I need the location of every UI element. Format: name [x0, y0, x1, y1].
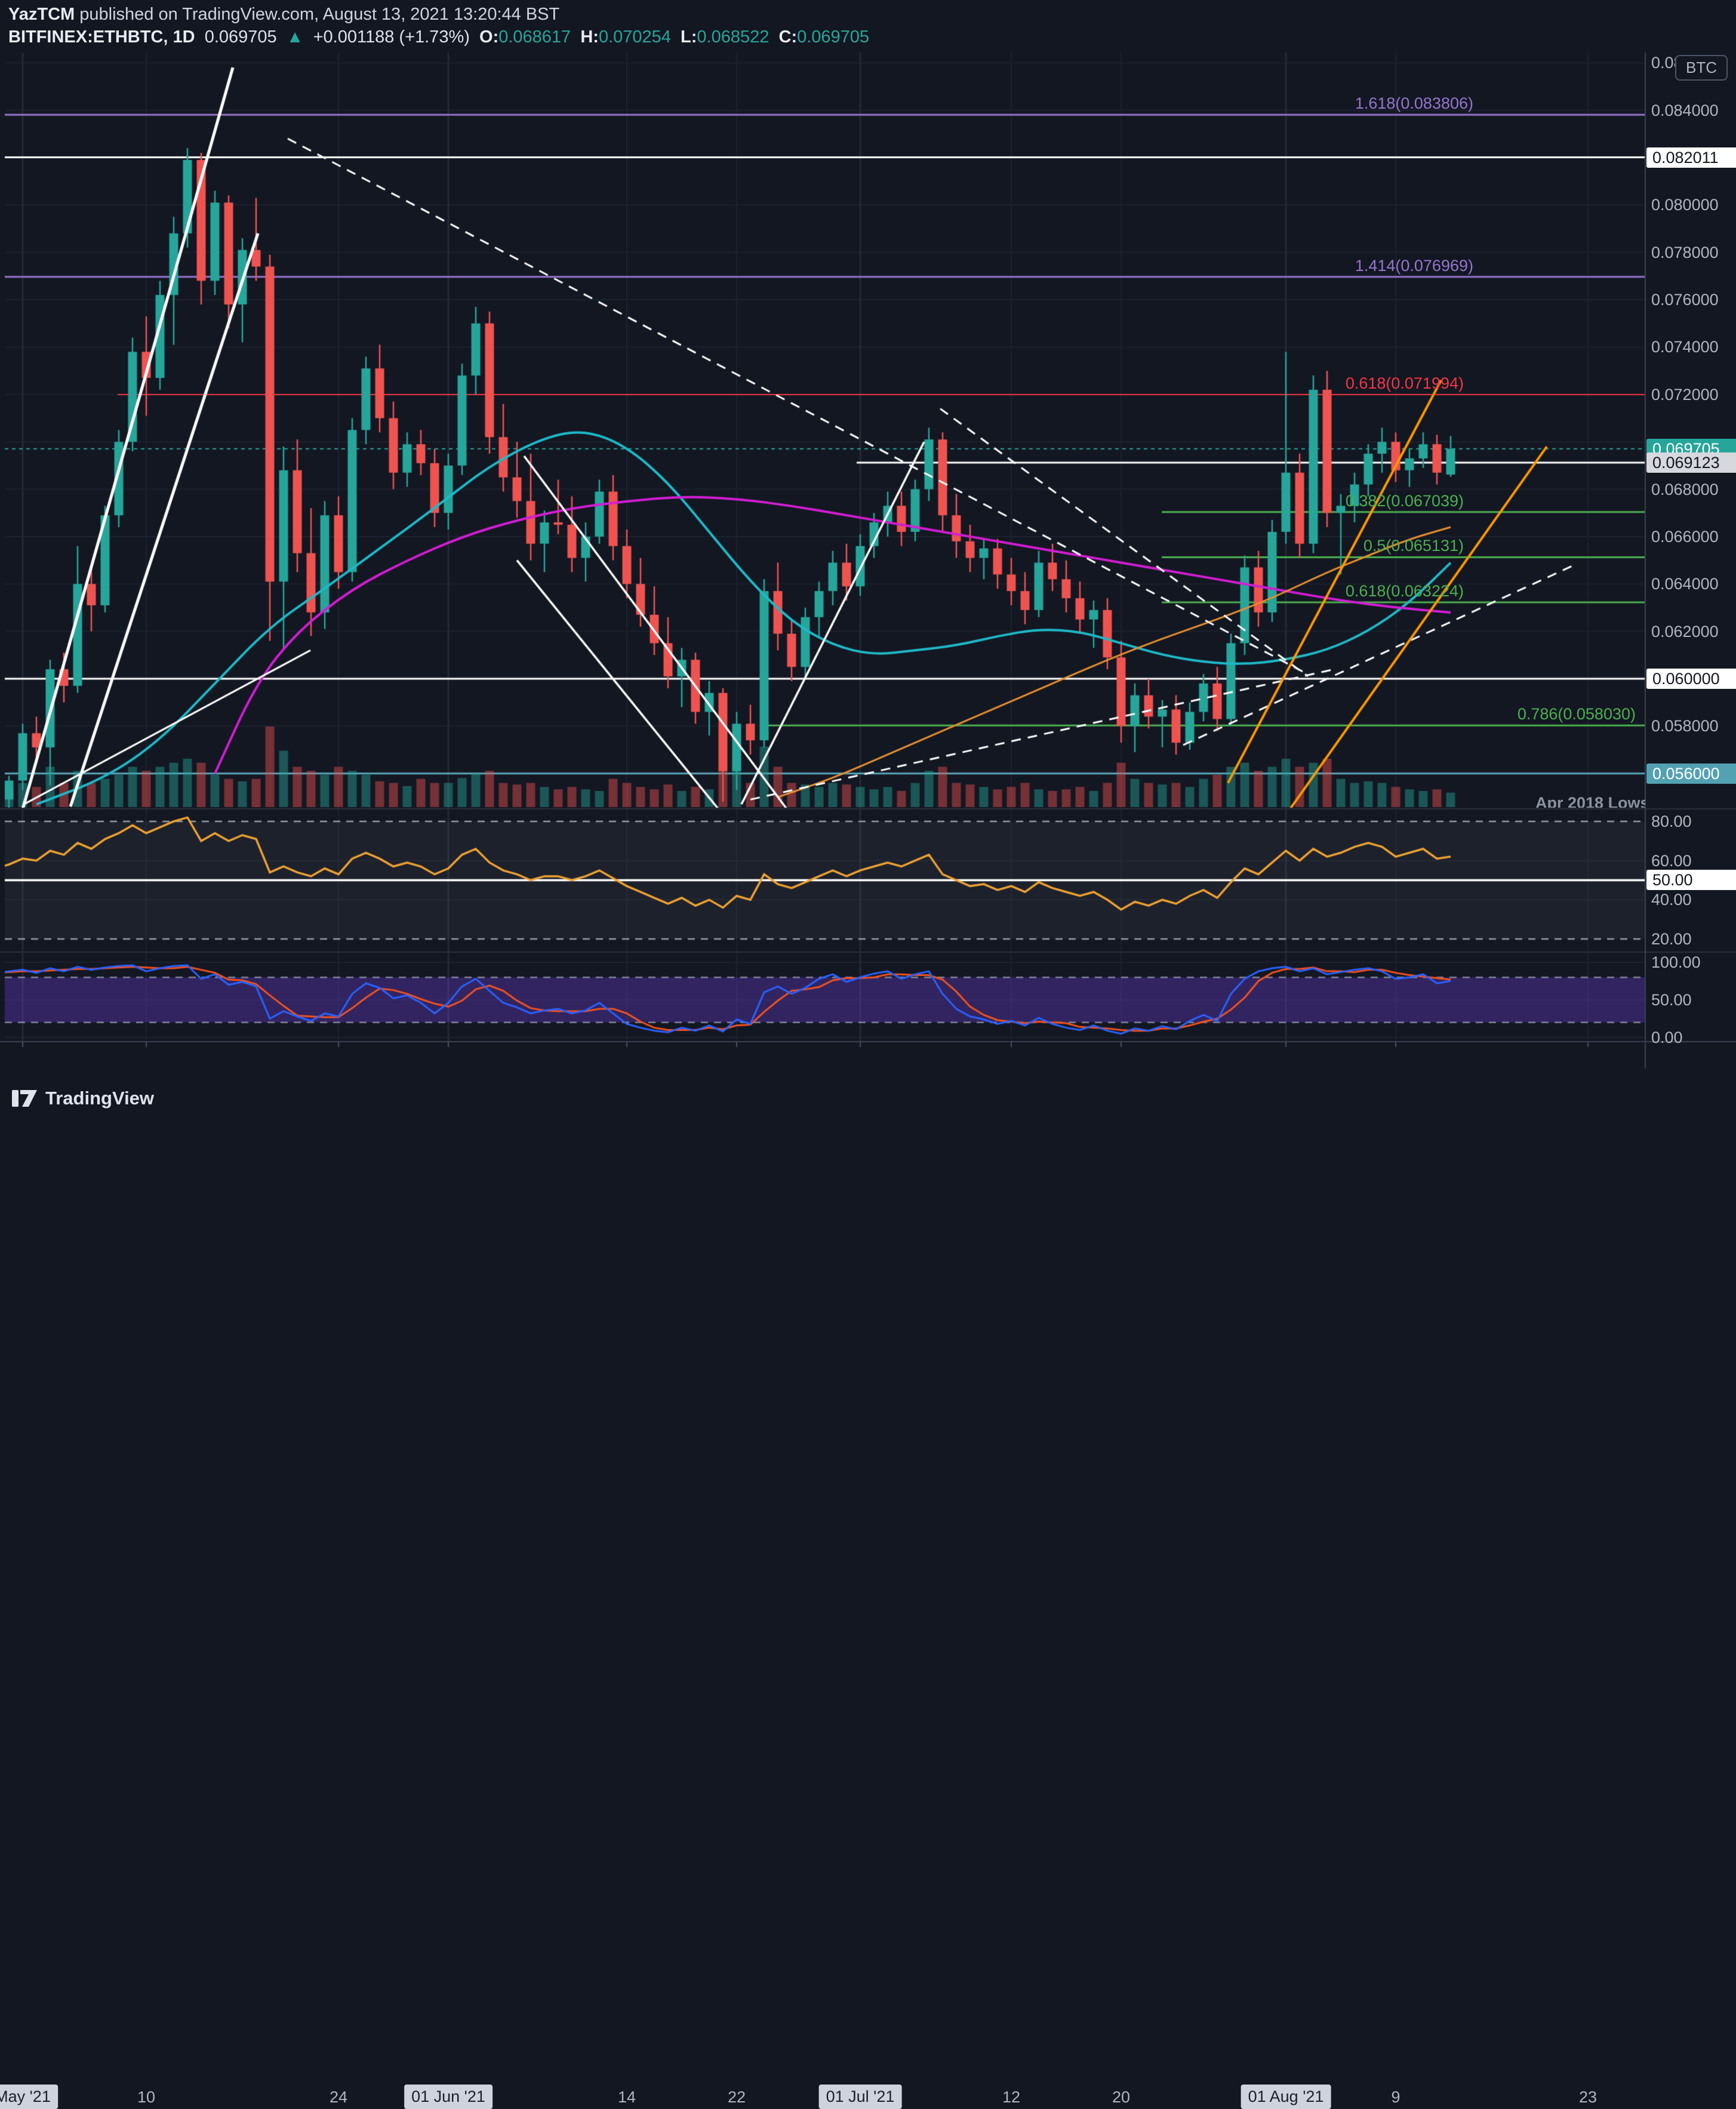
- time-tick-01 Jul '21: 01 Jul '21: [818, 2085, 902, 2109]
- main-pane-overlay: Apr 2018 Lows 1.618(0.083806) 1.414(0.076…: [0, 0, 1645, 808]
- close-value: 0.069705: [797, 27, 870, 47]
- time-tick-01 Jun '21: 01 Jun '21: [404, 2085, 493, 2109]
- stoch-tick-50.00: 50.00: [1651, 991, 1692, 1009]
- byline-rest: published on TradingView.com, August 13,…: [75, 5, 560, 24]
- time-tick-May '21: May '21: [0, 2085, 58, 2109]
- rsi-tick-60.00: 60.00: [1651, 851, 1692, 870]
- price-badge-0.056000: 0.056000: [1646, 763, 1736, 784]
- price-tick-0.064000: 0.064000: [1651, 575, 1719, 593]
- time-tick-01 Aug '21: 01 Aug '21: [1241, 2085, 1331, 2109]
- tradingview-logo-text: TradingView: [45, 1088, 155, 1109]
- time-tick-20: 20: [1112, 2088, 1131, 2106]
- fib-label-0.618(0.063224): 0.618(0.063224): [1345, 582, 1464, 601]
- symbol-label: BITFINEX:ETHBTC, 1D: [8, 27, 195, 47]
- rsi-tick-20.00: 20.00: [1651, 929, 1692, 948]
- up-triangle-icon: ▲: [286, 27, 304, 47]
- stoch-tick-0.00: 0.00: [1651, 1029, 1683, 1046]
- rsi-badge-50: 50.00: [1646, 870, 1736, 891]
- time-tick-12: 12: [1002, 2088, 1021, 2106]
- byline: YazTCM published on TradingView.com, Aug…: [8, 5, 869, 26]
- fib-label-0.5(0.065131): 0.5(0.065131): [1363, 537, 1464, 555]
- rsi-tick-40.00: 40.00: [1651, 891, 1692, 909]
- close-label: C:: [778, 27, 798, 47]
- price-tick-0.084000: 0.084000: [1651, 101, 1719, 119]
- chart-header: YazTCM published on TradingView.com, Aug…: [8, 5, 869, 49]
- price-tick-0.072000: 0.072000: [1651, 385, 1719, 404]
- time-tick-24: 24: [329, 2088, 348, 2106]
- price-badge-0.060000: 0.060000: [1646, 669, 1736, 689]
- rsi-tick-80.00: 80.00: [1651, 812, 1692, 830]
- fib-label-1.414(0.076969): 1.414(0.076969): [1355, 256, 1473, 275]
- fib-label-0.382(0.067039): 0.382(0.067039): [1345, 491, 1464, 510]
- currency-toggle-btc[interactable]: BTC: [1675, 55, 1728, 81]
- price-tick-0.080000: 0.080000: [1651, 196, 1719, 214]
- price-tick-0.078000: 0.078000: [1651, 243, 1719, 261]
- stoch-tick-100.00: 100.00: [1651, 953, 1701, 971]
- time-axis[interactable]: May '21 10 24 01 Jun '21 14 22 01 Jul '21 12 20 0…: [0, 1042, 1736, 2109]
- price-badge-0.082011: 0.082011: [1646, 147, 1736, 168]
- high-label: H:: [580, 27, 599, 47]
- time-tick-23: 23: [1578, 2088, 1598, 2106]
- tradingview-logo-icon: [12, 1090, 37, 1107]
- price-tick-0.062000: 0.062000: [1651, 622, 1719, 641]
- fib-label-0.786(0.058030): 0.786(0.058030): [1517, 705, 1636, 723]
- author-name: YazTCM: [8, 5, 75, 24]
- high-value: 0.070254: [598, 27, 671, 47]
- time-tick-14: 14: [617, 2088, 636, 2106]
- last-price: 0.069705: [204, 27, 277, 47]
- time-tick-9: 9: [1391, 2088, 1401, 2106]
- price-badge-0.069123: 0.069123: [1646, 452, 1736, 473]
- tradingview-logo[interactable]: TradingView: [11, 1086, 154, 1110]
- price-change: +0.001188 (+1.73%): [313, 27, 470, 47]
- fib-label-1.618(0.083806): 1.618(0.083806): [1355, 94, 1473, 113]
- open-label: O:: [479, 27, 499, 47]
- low-label: L:: [681, 27, 697, 47]
- open-value: 0.068617: [498, 27, 571, 47]
- price-axis[interactable]: 0.0860000.0840000.0800000.0780000.076000…: [1645, 53, 1736, 1069]
- price-tick-0.058000: 0.058000: [1651, 717, 1719, 735]
- price-tick-0.076000: 0.076000: [1651, 291, 1719, 309]
- price-tick-0.066000: 0.066000: [1651, 527, 1719, 546]
- low-value: 0.068522: [697, 27, 769, 47]
- apr-2018-lows-label: Apr 2018 Lows: [1535, 794, 1645, 808]
- price-tick-0.074000: 0.074000: [1651, 338, 1719, 356]
- time-tick-10: 10: [137, 2088, 156, 2106]
- fib-label-0.618(0.071994): 0.618(0.071994): [1345, 374, 1464, 393]
- main-chart-canvas[interactable]: [0, 0, 1736, 1123]
- time-tick-22: 22: [727, 2088, 746, 2106]
- price-tick-0.068000: 0.068000: [1651, 480, 1719, 498]
- symbol-ohlc-line: BITFINEX:ETHBTC, 1D 0.069705 ▲ +0.001188…: [8, 27, 869, 49]
